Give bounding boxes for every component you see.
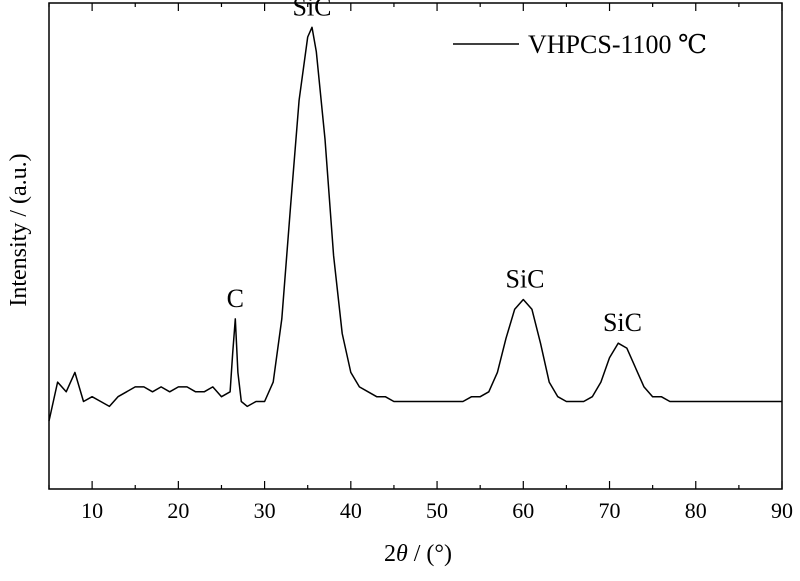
x-tick-label: 40 bbox=[340, 498, 362, 523]
peak-label: SiC bbox=[293, 0, 332, 21]
y-axis-label: Intensity / (a.u.) bbox=[6, 153, 32, 306]
series-line-0 bbox=[48, 26, 782, 422]
x-tick-label: 70 bbox=[599, 498, 621, 523]
x-tick-label: 90 bbox=[771, 498, 793, 523]
peak-label: SiC bbox=[603, 308, 642, 337]
x-axis-label: 2θ / (°) bbox=[384, 541, 452, 567]
plot-layer bbox=[48, 2, 783, 490]
tick-layer: 10 20 30 40 50 60 70 80 90 bbox=[48, 3, 793, 523]
legend-label: VHPCS-1100 ℃ bbox=[528, 30, 707, 59]
x-tick-label: 60 bbox=[512, 498, 534, 523]
x-tick-label: 80 bbox=[685, 498, 707, 523]
x-tick-label: 30 bbox=[254, 498, 276, 523]
plot-frame bbox=[48, 2, 783, 490]
legend: VHPCS-1100 ℃ bbox=[453, 30, 707, 59]
x-tick-label: 10 bbox=[81, 498, 103, 523]
peak-label: SiC bbox=[506, 264, 545, 293]
x-tick-label: 50 bbox=[426, 498, 448, 523]
annotation-layer: C SiC SiC SiC bbox=[227, 0, 642, 337]
x-tick-label: 20 bbox=[167, 498, 189, 523]
peak-label: C bbox=[227, 284, 244, 313]
